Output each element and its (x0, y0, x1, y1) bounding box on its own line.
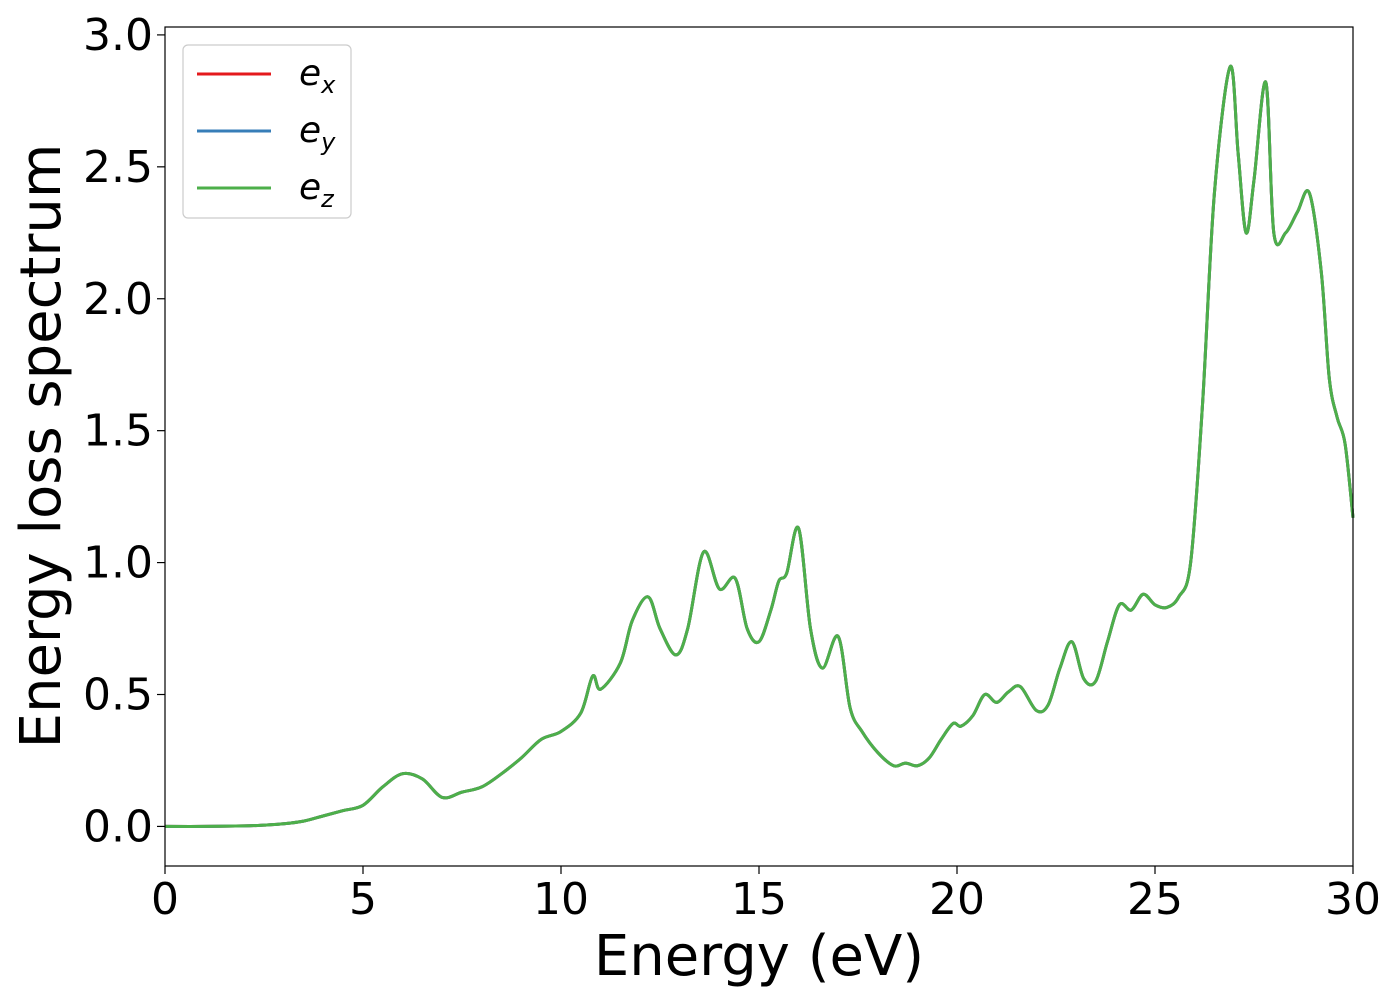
legend-entry-ez-label: ez (299, 167, 335, 213)
x-tick-label: 15 (731, 874, 787, 925)
y-tick-label: 2.5 (83, 142, 153, 193)
x-tick-label: 0 (151, 874, 179, 925)
x-tick-label: 25 (1127, 874, 1183, 925)
x-axis-ticks: 0 5 10 15 20 25 30 (151, 866, 1381, 925)
y-axis-label: Energy loss spectrum (9, 144, 74, 749)
x-tick-label: 30 (1325, 874, 1381, 925)
y-tick-label: 2.0 (83, 274, 153, 325)
y-tick-label: 1.5 (83, 406, 153, 457)
legend: ex ey ez (182, 44, 352, 219)
y-tick-label: 0.0 (83, 801, 153, 852)
legend-entry-ex-label: ex (299, 53, 336, 99)
x-tick-label: 5 (349, 874, 377, 925)
x-axis-label: Energy (eV) (594, 924, 924, 989)
series-line-ez (164, 64, 1355, 828)
series-layer (164, 64, 1355, 828)
y-tick-label: 3.0 (83, 10, 153, 61)
y-axis-ticks: 0.0 0.5 1.0 1.5 2.0 2.5 3.0 (83, 10, 165, 852)
y-tick-label: 0.5 (83, 670, 153, 721)
x-tick-label: 20 (929, 874, 985, 925)
y-tick-label: 1.0 (83, 538, 153, 589)
x-tick-label: 10 (533, 874, 589, 925)
legend-entry-ey-label: ey (299, 110, 336, 156)
